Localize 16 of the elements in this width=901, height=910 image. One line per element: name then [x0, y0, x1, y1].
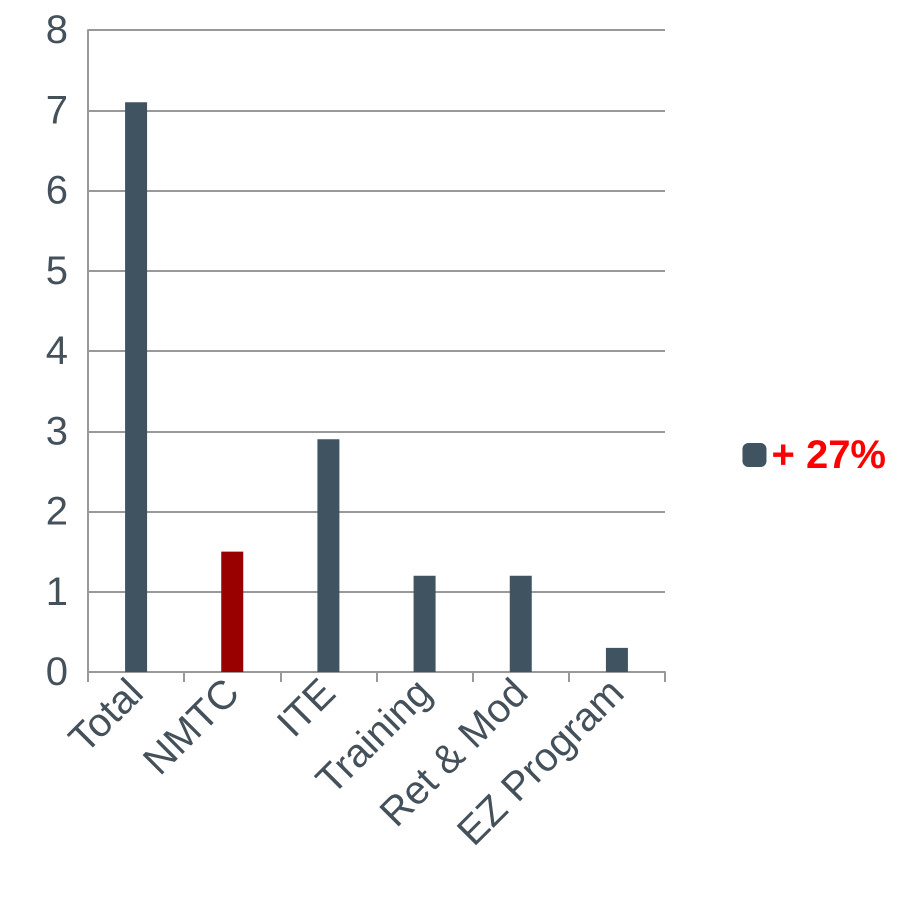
bar	[414, 576, 436, 672]
y-tick-label: 3	[46, 409, 68, 454]
y-tick-label: 5	[46, 248, 68, 293]
bar	[606, 648, 628, 672]
bar	[510, 576, 532, 672]
bar	[125, 102, 148, 672]
y-tick-label: 6	[46, 168, 68, 212]
y-tick-label: 2	[46, 490, 68, 534]
y-tick-label: 7	[46, 88, 68, 132]
y-tick-label: 4	[46, 329, 68, 373]
legend-label: + 27%	[771, 433, 886, 477]
y-tick-label: 1	[46, 570, 68, 614]
y-tick-label: 0	[46, 650, 68, 694]
y-tick-label: 8	[46, 8, 68, 52]
bar	[317, 439, 340, 672]
bar	[221, 552, 244, 672]
